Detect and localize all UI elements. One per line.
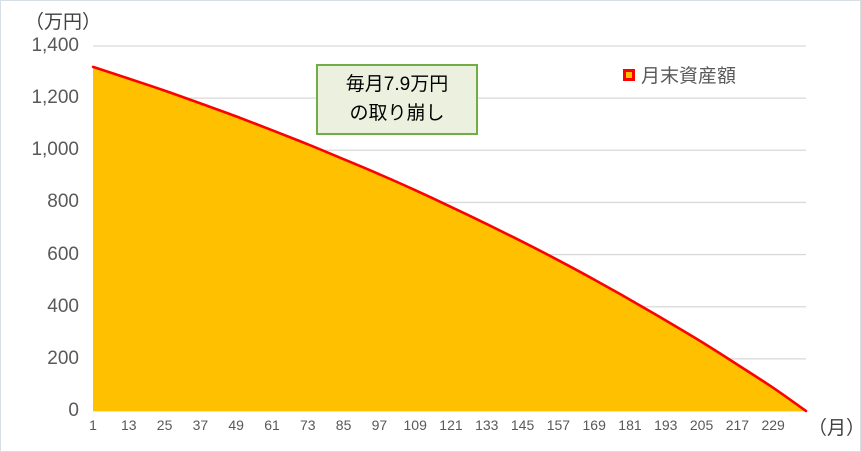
legend-label: 月末資産額	[641, 66, 737, 87]
y-axis-unit-label: （万円）	[25, 12, 102, 33]
annotation-line-1: 毎月7.9万円	[345, 74, 449, 95]
y-tick-label: 1,400	[31, 35, 79, 56]
x-tick-label: 121	[439, 417, 463, 433]
x-tick-label: 61	[264, 417, 280, 433]
x-tick-label: 49	[228, 417, 244, 433]
legend: 月末資産額	[623, 61, 736, 88]
y-tick-label: 1,000	[31, 139, 79, 161]
x-tick-label: 217	[725, 417, 750, 433]
x-tick-label: 157	[546, 417, 571, 433]
x-tick-label: 37	[192, 417, 209, 433]
legend-marker-icon	[623, 68, 635, 81]
annotation-box: 毎月7.9万円 の取り崩し	[316, 64, 478, 135]
x-tick-label: 73	[299, 417, 316, 433]
x-tick-label: 13	[121, 417, 137, 433]
x-tick-label: 193	[654, 417, 678, 433]
x-tick-label: 169	[582, 417, 606, 433]
y-tick-label: 800	[47, 191, 79, 213]
x-tick-label: 25	[156, 417, 173, 433]
y-tick-label: 600	[47, 243, 79, 265]
line-series-stroke	[91, 65, 808, 413]
x-tick-label: 229	[761, 417, 785, 433]
x-tick-label: 1	[89, 417, 97, 433]
annotation-line-2: の取り崩し	[349, 103, 445, 124]
area-series-fill	[93, 66, 806, 412]
y-tick-label: 200	[47, 347, 79, 369]
y-tick-label: 400	[47, 295, 79, 317]
x-tick-label: 145	[510, 417, 535, 433]
x-tick-label: 109	[403, 417, 427, 433]
y-tick-label: 0	[68, 400, 79, 421]
x-tick-label: 205	[689, 417, 714, 433]
x-tick-label: 133	[475, 417, 499, 433]
y-tick-label: 1,200	[31, 87, 79, 109]
x-tick-label: 97	[371, 417, 388, 433]
x-tick-label: 85	[335, 417, 352, 433]
x-axis-unit-label: （月）	[808, 418, 861, 439]
x-tick-label: 181	[618, 417, 642, 433]
